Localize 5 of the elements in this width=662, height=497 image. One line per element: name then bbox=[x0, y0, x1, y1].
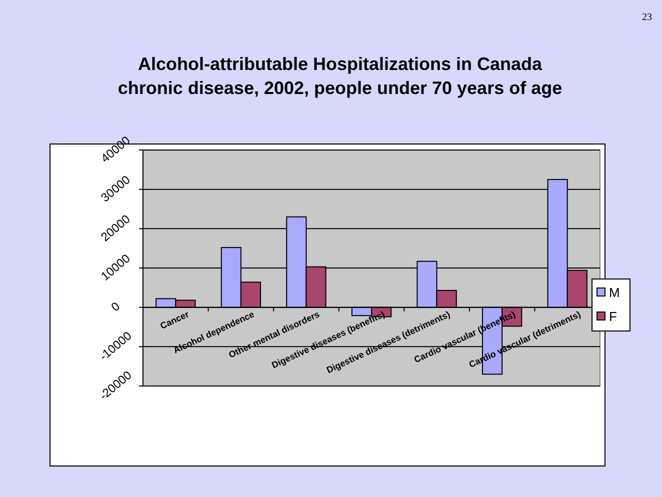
legend-label: M bbox=[609, 285, 620, 300]
y-tick-label: 0 bbox=[108, 298, 123, 314]
chart-title: Alcohol-attributable Hospitalizations in Canada chronic disease, 2002, people under 70 years of age bbox=[118, 54, 562, 98]
legend-label: F bbox=[609, 309, 617, 324]
text: 23 bbox=[642, 12, 652, 23]
